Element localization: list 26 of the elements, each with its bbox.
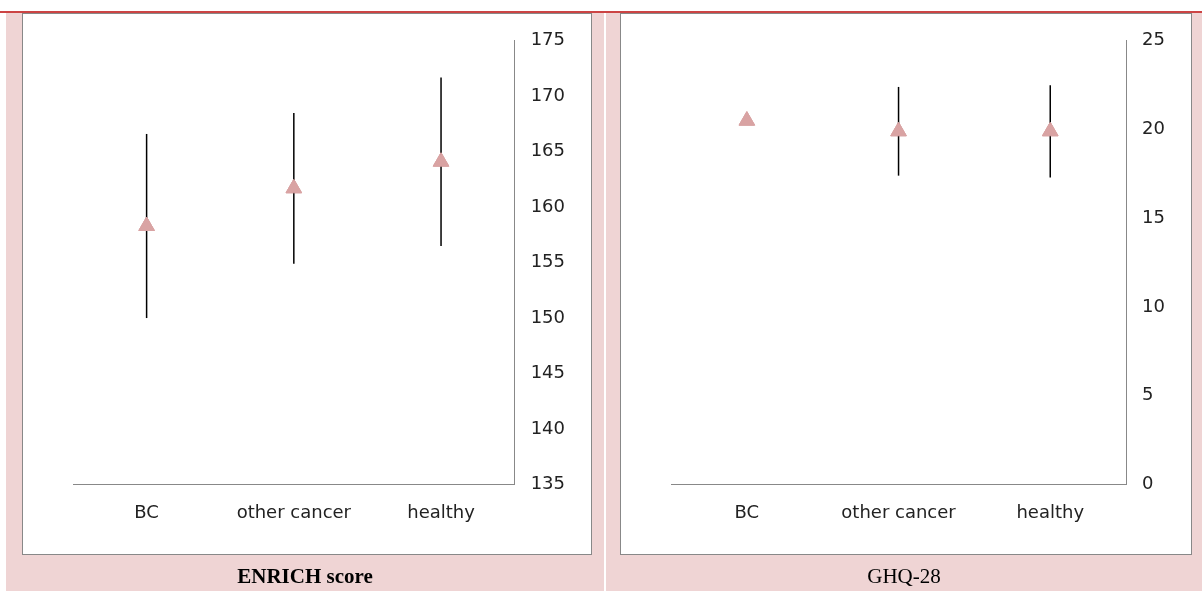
- y-tick-label: 160: [530, 194, 565, 216]
- y-tick-label: 155: [530, 250, 565, 272]
- y-tick-label: 135: [530, 472, 565, 494]
- y-tick-label: 145: [530, 361, 565, 383]
- y-tick-label: 15: [1142, 205, 1165, 227]
- y-tick-label: 0: [1142, 472, 1154, 494]
- point: [285, 178, 303, 194]
- text: ENRICH score: [236, 563, 374, 590]
- y-tick-label: 25: [1142, 28, 1165, 50]
- y-tick-label: 165: [530, 139, 565, 161]
- y-tick-label: 140: [530, 416, 565, 438]
- y-tick-label: 150: [530, 305, 565, 327]
- x-tick-label: BC: [734, 500, 760, 522]
- y-tick-label: 5: [1142, 383, 1154, 405]
- point: [432, 152, 450, 167]
- x-tick-label: healthy: [1016, 500, 1085, 522]
- x-tick-label: healthy: [407, 500, 476, 522]
- point: [138, 216, 155, 231]
- y-tick-label: 170: [530, 83, 565, 105]
- x-tick-label: other cancer: [841, 500, 957, 522]
- y-tick-label: 20: [1142, 117, 1165, 139]
- text: GHQ-28: [866, 563, 942, 590]
- y-tick-label: 175: [530, 28, 565, 50]
- y-tick-label: 10: [1142, 294, 1165, 316]
- x-tick-label: other cancer: [236, 500, 352, 522]
- x-tick-label: BC: [134, 500, 159, 522]
